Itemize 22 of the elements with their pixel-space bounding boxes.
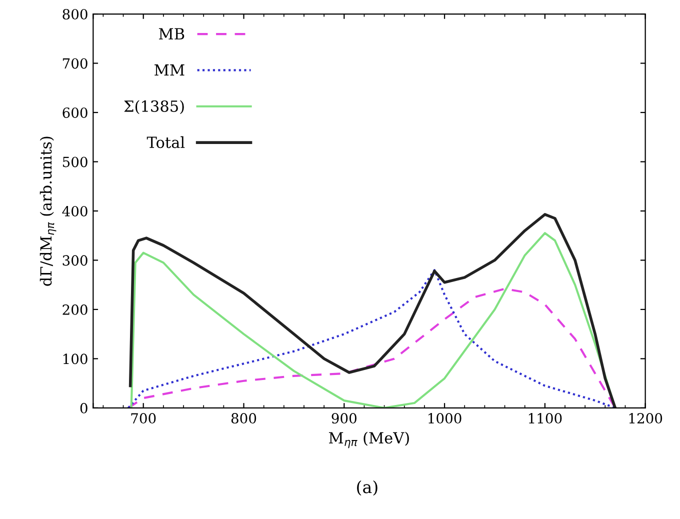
x-tick-label: 1200	[629, 413, 662, 424]
y-tick-label: 700	[62, 58, 88, 69]
x-axis-title: M$_{ηπ}$ (MeV)	[328, 432, 409, 448]
x-tick-label: 1000	[428, 413, 462, 424]
x-tick-label: 700	[131, 413, 156, 424]
x-tick-label: 900	[332, 413, 356, 424]
y-tick-label: 300	[62, 255, 88, 266]
y-tick-label: 200	[62, 304, 88, 315]
y-tick-label: 500	[62, 156, 88, 168]
x-tick-label: 1100	[528, 413, 562, 424]
legend-label: MB	[158, 28, 184, 40]
y-tick-label: 600	[62, 107, 88, 118]
text: (a)	[357, 480, 378, 496]
y-tick-label: 800	[62, 8, 88, 20]
y-tick-label: 0	[80, 402, 88, 414]
y-tick-label: 100	[63, 354, 88, 364]
legend-label: Σ(1385)	[124, 100, 184, 114]
x-tick-label: 800	[231, 413, 256, 424]
legend-label: Total	[146, 136, 185, 148]
y-axis-title: dΓ/dM$_{ηπ}$ (arb.units)	[40, 136, 56, 286]
y-tick-label: 400	[62, 206, 88, 216]
legend-label: MM	[154, 64, 184, 76]
